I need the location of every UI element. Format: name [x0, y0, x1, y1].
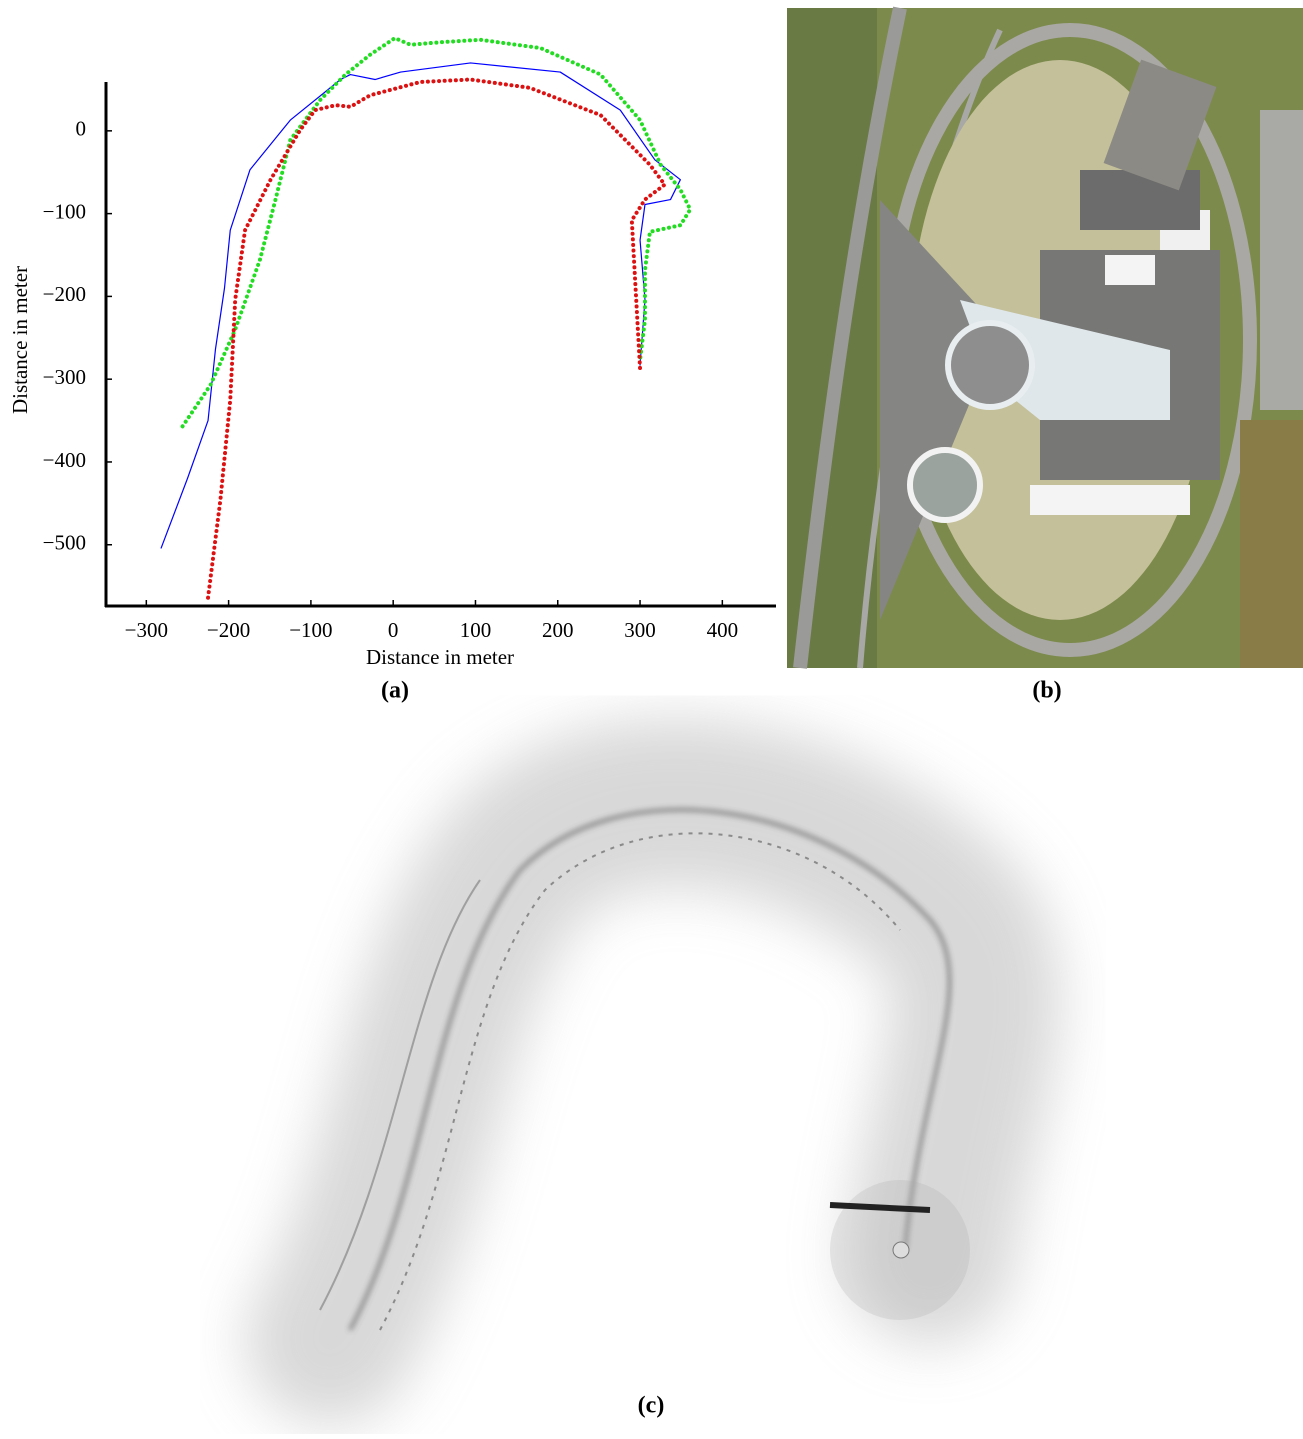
x-tick-label: −100	[289, 618, 332, 642]
x-tick-label: 100	[460, 618, 492, 642]
aerial-image	[787, 6, 1303, 669]
x-tick-label: −300	[125, 618, 168, 642]
y-tick-label: −400	[43, 448, 86, 472]
panel-label: (b)	[1032, 678, 1061, 704]
y-axis-label: Distance in meter	[8, 266, 32, 414]
dotted-trajectory	[180, 36, 693, 429]
trajectory-line	[160, 62, 681, 549]
dotted-trajectory	[206, 77, 667, 600]
x-tick-label: 300	[624, 618, 656, 642]
trajectory-chart: Distance in meter Distance in meter −300…	[8, 36, 776, 669]
y-tick-label: −500	[43, 531, 86, 555]
x-tick-label: 400	[707, 618, 739, 642]
y-tick-label: −200	[43, 282, 86, 306]
x-axis-label: Distance in meter	[366, 645, 514, 669]
x-tick-label: 0	[388, 618, 399, 642]
grayscale-map	[245, 718, 1061, 1425]
panel-label: (a)	[381, 678, 409, 704]
y-tick-label: 0	[76, 117, 87, 141]
y-tick-label: −300	[43, 365, 86, 389]
panel-label: (c)	[638, 1393, 665, 1419]
x-tick-label: −200	[207, 618, 250, 642]
x-tick-label: 200	[542, 618, 574, 642]
y-tick-label: −100	[43, 199, 86, 223]
